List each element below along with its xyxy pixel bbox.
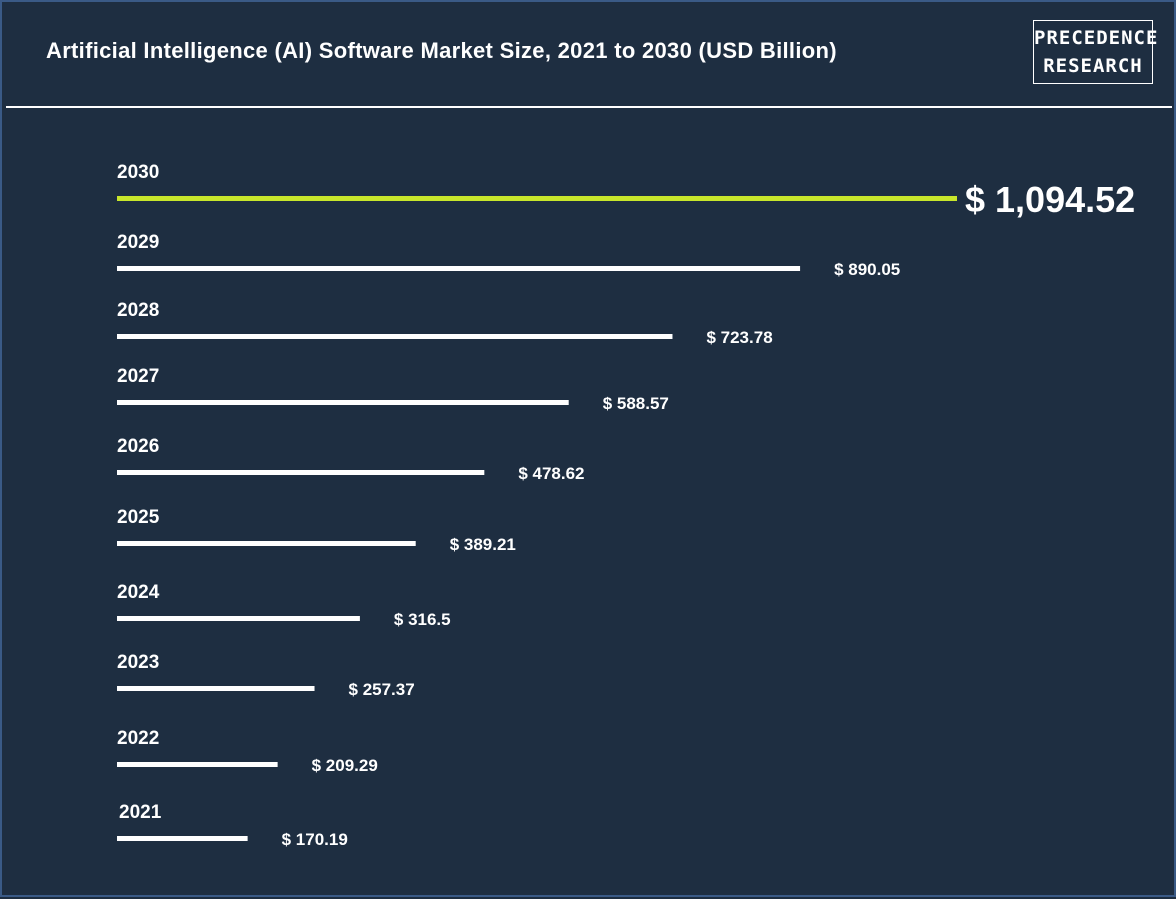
value-label-2026: $ 478.62 (518, 464, 584, 483)
year-label-2029: 2029 (117, 232, 159, 253)
value-label-2027: $ 588.57 (603, 394, 669, 413)
year-label-2023: 2023 (117, 652, 159, 673)
bar-2026 (117, 470, 485, 475)
logo-line-2: RESEARCH (1043, 55, 1143, 77)
value-label-2025: $ 389.21 (450, 535, 516, 554)
brand-logo: PRECEDENCE RESEARCH (1033, 20, 1159, 84)
year-label-2022: 2022 (117, 728, 159, 749)
bar-2030 (117, 196, 957, 201)
value-label-2029: $ 890.05 (834, 260, 900, 279)
year-label-2028: 2028 (117, 300, 159, 321)
bar-2028 (117, 334, 673, 339)
bar-2029 (117, 266, 801, 271)
value-label-2028: $ 723.78 (706, 328, 772, 347)
bar-2027 (117, 400, 569, 405)
logo-line-1: PRECEDENCE (1034, 27, 1159, 49)
bar-2025 (117, 541, 416, 546)
bar-2021 (117, 836, 248, 841)
value-label-2022: $ 209.29 (312, 756, 378, 775)
value-label-2024: $ 316.5 (394, 610, 451, 629)
bar-2022 (117, 762, 278, 767)
value-label-2030: $ 1,094.52 (965, 179, 1135, 220)
header-divider (6, 106, 1172, 108)
bar-2023 (117, 686, 315, 691)
value-label-2023: $ 257.37 (349, 680, 415, 699)
year-label-2025: 2025 (117, 507, 160, 528)
year-label-2026: 2026 (117, 436, 159, 457)
year-label-2024: 2024 (117, 582, 160, 603)
year-label-2030: 2030 (117, 162, 159, 183)
chart-title: Artificial Intelligence (AI) Software Ma… (46, 38, 837, 63)
bar-2024 (117, 616, 360, 621)
year-label-2021: 2021 (119, 802, 162, 823)
value-label-2021: $ 170.19 (282, 830, 348, 849)
year-label-2027: 2027 (117, 366, 159, 387)
